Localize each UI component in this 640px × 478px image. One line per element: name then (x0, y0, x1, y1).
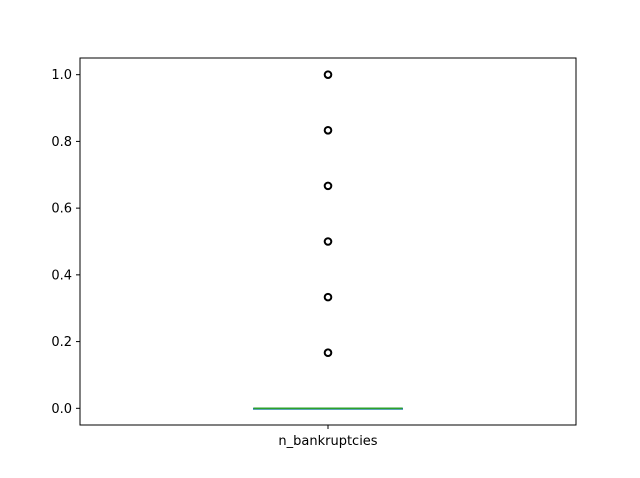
outlier-point-overlap (324, 349, 332, 357)
y-tick-label: 0.2 (51, 335, 72, 350)
y-tick-label: 0.6 (51, 202, 72, 217)
outlier-point (323, 292, 333, 302)
y-tick-label: 1.0 (51, 68, 72, 83)
outlier-point (323, 348, 333, 358)
outlier-point-overlap (324, 238, 332, 245)
axes-frame (79, 57, 577, 426)
y-tick-label: 0.4 (51, 268, 72, 283)
y-axis-ticks: 0.0 0.2 0.4 0.6 0.8 1.0 (51, 68, 80, 417)
x-tick-label: n_bankruptcies (278, 434, 377, 449)
outlier-point (323, 237, 333, 246)
x-axis-ticks: n_bankruptcies (278, 425, 378, 449)
plot-area (253, 70, 404, 410)
outlier-point-overlap (324, 293, 332, 301)
outlier-point (323, 125, 333, 135)
outlier-point-overlap (324, 182, 332, 190)
outlier-point (323, 181, 333, 191)
outlier-point-overlap (324, 71, 332, 78)
outlier-point (323, 70, 333, 79)
outlier-point-overlap (324, 126, 332, 134)
y-tick-label: 0.8 (51, 135, 72, 150)
y-tick-label: 0.0 (51, 402, 72, 417)
